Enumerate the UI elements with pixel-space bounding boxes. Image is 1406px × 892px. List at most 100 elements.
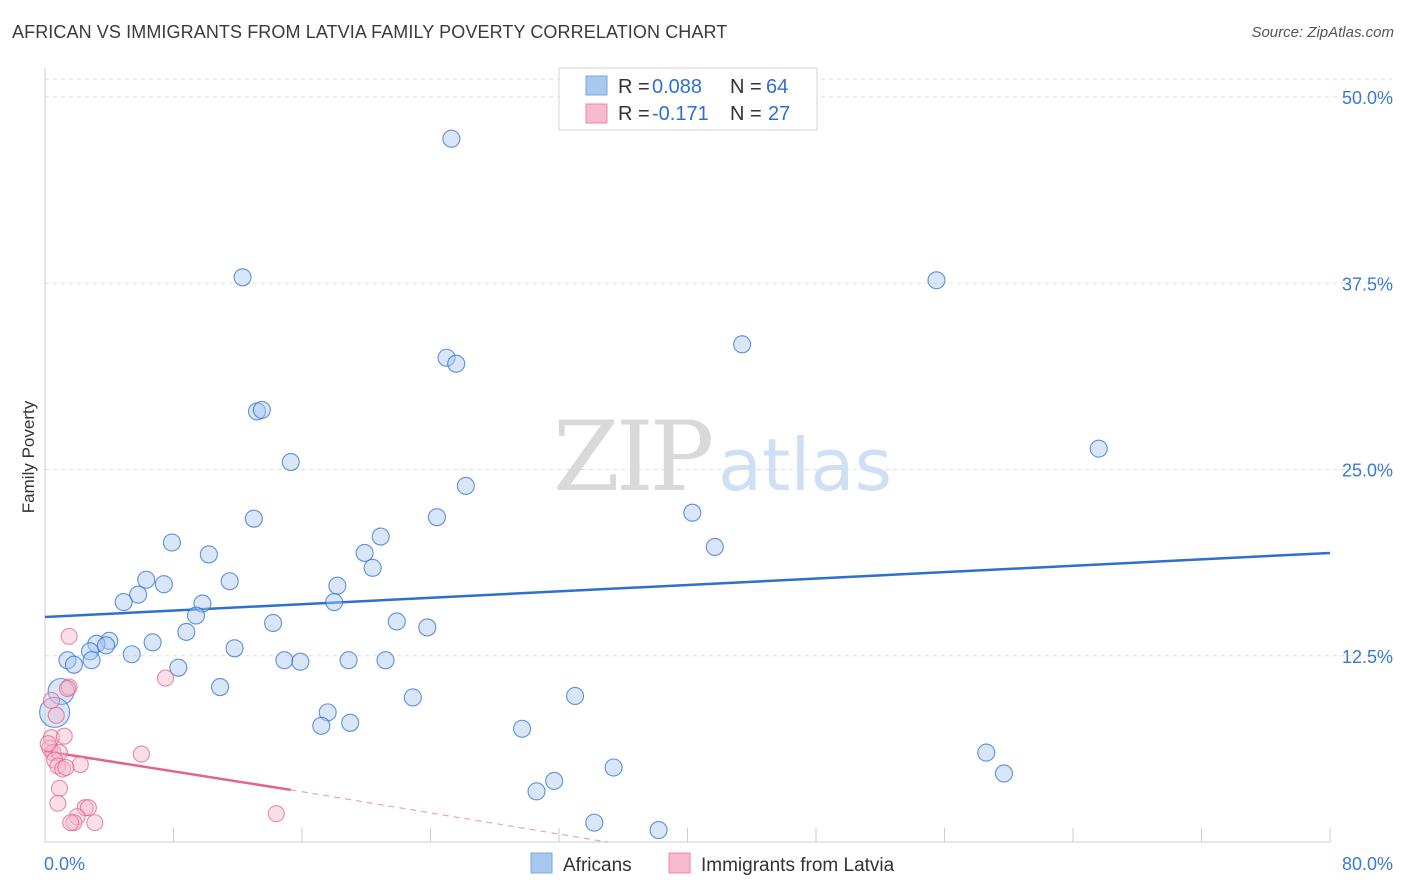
point-africans-18 (355, 543, 374, 562)
point-africans-34 (87, 634, 106, 653)
point-latvia-17 (50, 779, 69, 797)
point-africans-32 (177, 622, 196, 641)
trend-line-extension-1 (290, 789, 608, 843)
point-latvia-16 (57, 758, 75, 777)
point-africans-14 (371, 527, 390, 546)
legend-n-label-2: N = (730, 103, 762, 125)
x-tick-label-min: 0.0% (44, 854, 85, 874)
point-latvia-25 (267, 805, 285, 823)
watermark-atlas: atlas (718, 423, 892, 507)
trend-line-0 (44, 551, 1331, 619)
point-africans-50 (403, 688, 422, 707)
point-africans-15 (705, 537, 724, 557)
bottom-legend-swatch-latvia (668, 852, 691, 874)
point-africans-22 (220, 572, 239, 591)
point-africans-5 (447, 354, 466, 373)
point-africans-62 (585, 813, 604, 832)
point-africans-57 (977, 743, 996, 762)
axes (44, 68, 1331, 843)
y-tick-labels: 12.5% 25.0% 37.5% 50.0% (1342, 88, 1393, 667)
point-latvia-1 (156, 669, 175, 687)
point-africans-55 (341, 713, 360, 732)
legend-r-value-2: -0.171 (652, 103, 709, 125)
point-africans-58 (604, 758, 623, 777)
x-tick-labels: 0.0% 80.0% (44, 854, 1393, 874)
point-africans-23 (328, 576, 347, 595)
point-africans-21 (154, 575, 173, 594)
chart-title: AFRICAN VS IMMIGRANTS FROM LATVIA FAMILY… (12, 22, 728, 42)
bottom-legend: Africans Immigrants from Latvia (530, 852, 895, 876)
point-latvia-5 (47, 706, 65, 724)
point-latvia-7 (55, 727, 73, 745)
point-africans-4 (437, 348, 456, 367)
point-africans-45 (339, 651, 358, 670)
point-latvia-24 (86, 814, 104, 832)
point-africans-31 (418, 618, 437, 637)
point-africans-24 (129, 585, 148, 604)
point-africans-17 (199, 545, 218, 564)
legend-n-value-2: 27 (768, 103, 790, 125)
legend: R = 0.088 N = 64 R = -0.171 N = 27 (558, 67, 818, 131)
point-africans-19 (363, 558, 382, 577)
legend-r-label-1: R = (618, 76, 650, 98)
point-latvia-0 (60, 627, 78, 645)
legend-n-label-1: N = (730, 76, 762, 98)
point-africans-42 (64, 655, 83, 674)
point-africans-43 (275, 651, 294, 670)
bottom-legend-latvia: Immigrants from Latvia (701, 855, 895, 876)
y-axis-title: Family Poverty (19, 400, 38, 513)
point-africans-10 (456, 476, 475, 495)
point-africans-35 (96, 636, 116, 655)
point-africans-61 (527, 782, 546, 801)
watermark: ZIP atlas (553, 401, 892, 513)
data-points (39, 129, 1108, 840)
point-africans-48 (47, 677, 75, 706)
legend-r-label-2: R = (618, 103, 650, 125)
grid-lines (45, 78, 1392, 657)
point-africans-30 (387, 612, 406, 631)
point-africans-12 (427, 508, 446, 527)
point-africans-37 (225, 639, 244, 658)
x-tick-label-max: 80.0% (1342, 854, 1393, 874)
point-africans-13 (244, 509, 263, 528)
point-africans-63 (649, 821, 668, 840)
point-latvia-3 (58, 679, 77, 698)
point-africans-3 (733, 335, 752, 354)
point-africans-36 (143, 633, 162, 652)
legend-swatch-africans (585, 75, 608, 96)
point-africans-2 (927, 271, 946, 290)
point-africans-47 (169, 658, 188, 677)
legend-swatch-latvia (585, 103, 608, 124)
legend-n-value-1: 64 (766, 76, 788, 98)
point-africans-28 (186, 606, 206, 625)
point-africans-29 (264, 613, 283, 633)
point-latvia-20 (79, 799, 97, 817)
bottom-legend-swatch-africans (530, 852, 553, 874)
point-africans-38 (80, 642, 100, 661)
point-latvia-13 (71, 755, 89, 774)
point-latvia-18 (49, 794, 67, 812)
point-africans-51 (566, 686, 585, 706)
y-tick-label-2: 37.5% (1342, 274, 1393, 294)
point-africans-1 (233, 268, 252, 287)
trend-line-1 (44, 749, 291, 792)
point-africans-20 (137, 570, 156, 589)
point-africans-25 (114, 593, 133, 612)
y-tick-label-3: 50.0% (1342, 88, 1393, 108)
point-africans-27 (325, 593, 344, 612)
point-africans-7 (252, 400, 271, 419)
legend-r-value-1: 0.088 (652, 76, 702, 98)
point-africans-56 (513, 719, 532, 738)
point-africans-16 (162, 533, 181, 552)
point-africans-41 (82, 651, 101, 670)
point-latvia-4 (42, 691, 60, 710)
watermark-zip: ZIP (553, 401, 712, 513)
point-africans-44 (291, 652, 310, 671)
point-africans-11 (683, 503, 702, 522)
point-africans-59 (994, 764, 1013, 783)
point-africans-46 (376, 651, 395, 670)
y-tick-label-1: 25.0% (1342, 461, 1393, 481)
y-tick-label-0: 12.5% (1342, 647, 1393, 667)
point-africans-9 (281, 452, 300, 472)
